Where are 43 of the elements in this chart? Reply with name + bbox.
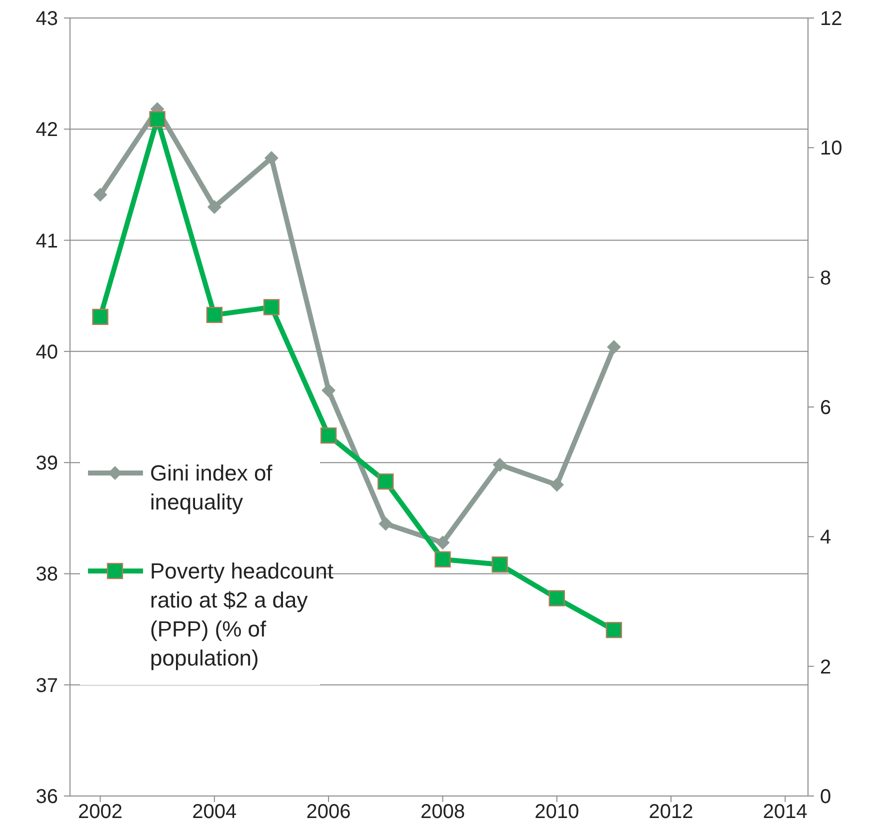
x-tick-label: 2002: [78, 801, 122, 823]
point: [378, 516, 393, 531]
point: [149, 111, 166, 128]
point: [206, 306, 223, 324]
x-tick-label: 2004: [192, 801, 237, 823]
point: [92, 308, 108, 325]
y2-tick-label: 4: [820, 526, 832, 549]
legend-label: Gini index of inequality: [150, 460, 274, 515]
x-tick-label: 2010: [534, 801, 580, 823]
point: [378, 473, 394, 490]
y-tick-label: 40: [36, 341, 58, 364]
point: [263, 299, 280, 316]
x-tick-label: 2014: [762, 801, 808, 823]
point: [207, 200, 222, 214]
x-tick-label: 2006: [306, 801, 351, 823]
x-tick-label: 2012: [648, 801, 694, 823]
point: [93, 188, 108, 202]
point: [492, 458, 507, 472]
point: [548, 590, 565, 606]
y-tick-label: 42: [36, 119, 58, 142]
y-tick-label: 37: [36, 674, 58, 697]
point: [322, 383, 336, 398]
point: [436, 536, 450, 550]
x-tick-label: 2008: [420, 801, 465, 823]
point: [606, 340, 621, 354]
y2-tick-label: 6: [820, 397, 832, 419]
y-tick-label: 39: [36, 452, 58, 475]
y2-tick-label: 10: [820, 138, 842, 160]
point: [434, 551, 451, 568]
point: [320, 427, 337, 444]
y2-tick-label: 2: [820, 656, 832, 678]
point: [550, 478, 564, 492]
y-tick-label: 41: [36, 230, 58, 252]
y2-tick-label: 0: [820, 786, 832, 808]
point: [264, 151, 278, 166]
y2-tick-label: 12: [820, 8, 842, 30]
y2-tick-label: 8: [820, 267, 832, 290]
legend-label: Poverty headcount ratio at $2 a day (PPP) (% of population): [150, 558, 334, 671]
point: [606, 622, 622, 638]
y-tick-label: 43: [36, 8, 58, 30]
y-tick-label: 38: [36, 564, 58, 586]
y-tick-label: 36: [36, 786, 58, 808]
point: [492, 556, 508, 573]
